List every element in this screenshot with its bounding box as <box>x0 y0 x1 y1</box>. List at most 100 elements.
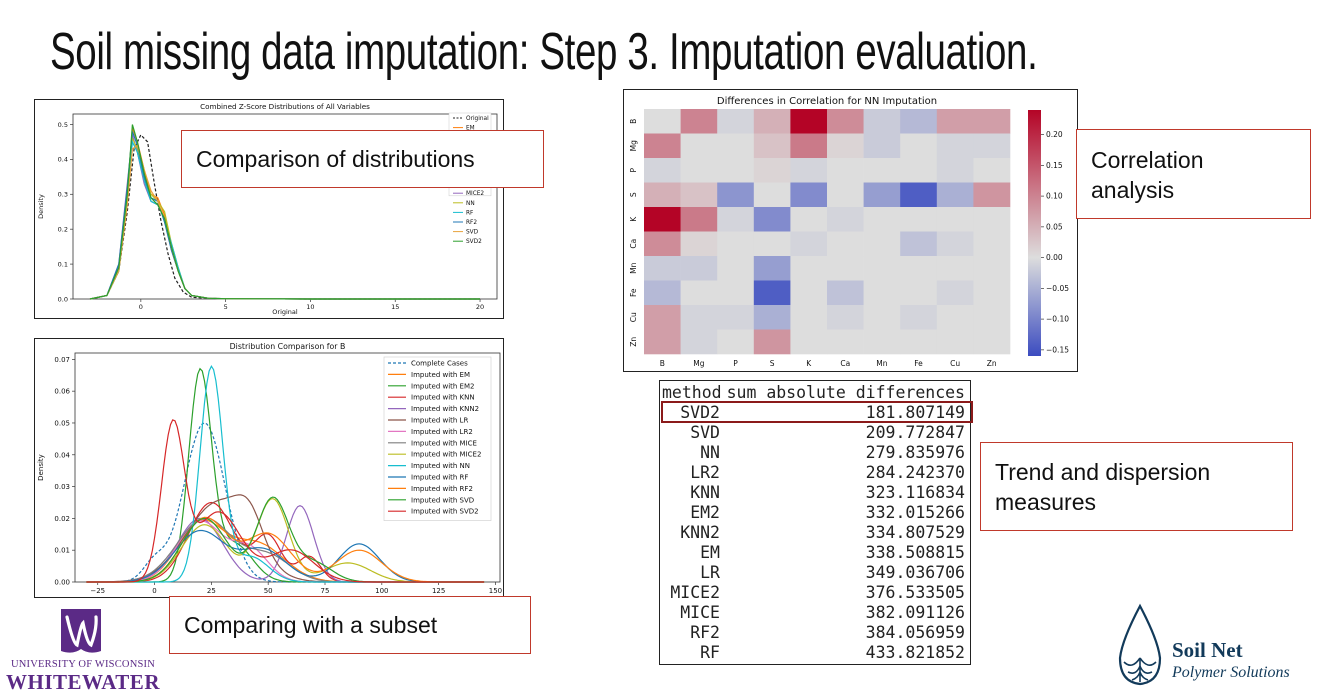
x-tick-label: 10 <box>306 303 314 311</box>
colorbar-tick-label: 0.10 <box>1046 192 1063 201</box>
table-header-value: sum_absolute_differences <box>726 383 965 402</box>
legend-label: Imputed with KNN <box>411 394 475 402</box>
heatmap-cell <box>790 305 828 330</box>
table-row: EM2 332.015266 <box>660 503 970 523</box>
x-tick-label: Mg <box>693 359 704 368</box>
chart-title: Combined Z-Score Distributions of All Va… <box>200 102 370 111</box>
heatmap-cell <box>863 158 901 183</box>
heatmap-cell <box>900 231 938 257</box>
heatmap-cell <box>973 133 1011 159</box>
heatmap-cell <box>753 256 791 281</box>
heatmap-cell <box>863 280 901 306</box>
heatmap-cell <box>863 109 901 134</box>
heatmap-cell <box>863 182 901 208</box>
series-line <box>86 419 485 583</box>
uw-line1: UNIVERSITY OF WISCONSIN <box>10 659 156 670</box>
x-tick-label: 0 <box>152 587 156 595</box>
soilnet-line1: Soil Net <box>1172 638 1243 662</box>
heatmap-cell <box>973 256 1011 281</box>
heatmap-cell <box>717 256 755 281</box>
legend-label: Imputed with RF2 <box>411 485 473 493</box>
heatmap-cell <box>680 133 718 159</box>
x-tick-label: Cu <box>950 359 960 368</box>
soilnet-drop-icon <box>1118 603 1162 686</box>
legend-label: NN <box>466 201 475 207</box>
heatmap-cell <box>753 182 791 208</box>
y-tick-label: Ca <box>629 239 638 249</box>
y-tick-label: 0.07 <box>54 356 70 364</box>
table-row: MICE 382.091126 <box>660 603 970 623</box>
table-header-row: method sum_absolute_differences <box>660 383 970 403</box>
colorbar-tick-label: −0.10 <box>1046 315 1069 324</box>
x-tick-label: B <box>660 359 665 368</box>
y-tick-label: 0.02 <box>54 515 70 523</box>
callout-correlation-line2: analysis <box>1091 177 1175 203</box>
uw-line2: WHITEWATER <box>6 670 160 694</box>
table-cell-method: MICE2 <box>670 583 720 602</box>
heatmap-cell <box>753 133 791 159</box>
heatmap-cell <box>680 182 718 208</box>
y-axis-label: Density <box>37 194 45 219</box>
b-distribution-chart-panel: Distribution Comparison for B Density −25 0… <box>34 338 504 598</box>
table-cell-value: 209.772847 <box>865 423 965 442</box>
legend-label: RF2 <box>466 220 477 226</box>
heatmap-cell <box>900 207 938 232</box>
x-tick-label: 5 <box>224 303 228 311</box>
callout-subset-text: Comparing with a subset <box>184 612 438 638</box>
y-tick-label: 0.05 <box>54 419 70 427</box>
heatmap-cell <box>936 256 974 281</box>
callout-trend: Trend and dispersion measures <box>980 442 1293 531</box>
table-cell-value: 384.056959 <box>865 623 965 642</box>
y-tick-label: 0.2 <box>58 225 68 233</box>
heatmap-cell <box>753 158 791 183</box>
heatmap-cell <box>680 256 718 281</box>
colorbar-tick-label: 0.05 <box>1046 222 1063 231</box>
table-cell-value: 279.835976 <box>865 443 965 462</box>
uw-w-emblem <box>61 609 101 653</box>
heatmap-cell <box>973 109 1011 134</box>
heatmap-cell <box>900 182 938 208</box>
heatmap-cell <box>900 158 938 183</box>
heatmap-cell <box>900 109 938 134</box>
heatmap-cell <box>827 158 864 183</box>
heatmap-cell <box>717 133 755 159</box>
heatmap-cell <box>973 329 1011 355</box>
x-tick-label: 15 <box>391 303 399 311</box>
heatmap-cell <box>936 109 974 134</box>
heatmap-cell <box>753 207 791 232</box>
table-header-method: method <box>662 383 722 402</box>
y-tick-label: B <box>629 119 638 124</box>
y-tick-label: 0.01 <box>54 547 70 555</box>
legend-label: Imputed with EM <box>411 371 470 379</box>
heatmap-cell <box>973 182 1011 208</box>
heatmap-cell <box>644 256 681 281</box>
sum-differences-table: method sum_absolute_differences SVD2 181.… <box>659 380 973 665</box>
heatmap-cell <box>717 305 755 330</box>
y-tick-label: 0.00 <box>54 579 70 587</box>
x-tick-label: S <box>770 359 775 368</box>
legend-label: Imputed with MICE2 <box>411 451 481 459</box>
heatmap-cell <box>790 231 828 257</box>
table-row: RF2 384.056959 <box>660 623 970 643</box>
soilnet-line2: Polymer Solutions <box>1172 664 1290 681</box>
table-cell-value: 332.015266 <box>865 503 965 522</box>
heatmap-cell <box>680 280 718 306</box>
table-cell-value: 181.807149 <box>865 403 965 422</box>
chart-legend: Complete Cases Imputed with EM Imputed wit… <box>383 356 492 521</box>
y-tick-label: 0.4 <box>58 156 68 164</box>
heatmap-cell <box>680 305 718 330</box>
heatmap-cell <box>936 207 974 232</box>
heatmap-cell <box>936 158 974 183</box>
table-cell-method: RF2 <box>690 623 720 642</box>
y-tick-label: Mg <box>629 140 638 151</box>
legend-label: Imputed with LR2 <box>411 428 473 436</box>
heatmap-cell <box>790 280 828 306</box>
slide-title: Soil missing data imputation: Step 3. Im… <box>50 23 1038 81</box>
colorbar-tick-label: −0.15 <box>1046 345 1069 354</box>
legend-label: Imputed with EM2 <box>411 382 474 390</box>
heatmap-cell <box>936 182 974 208</box>
table-cell-method: MICE <box>680 603 720 622</box>
table-row: SVD 209.772847 <box>660 423 970 443</box>
table-row: LR2 284.242370 <box>660 463 970 483</box>
x-tick-label: Mn <box>876 359 887 368</box>
